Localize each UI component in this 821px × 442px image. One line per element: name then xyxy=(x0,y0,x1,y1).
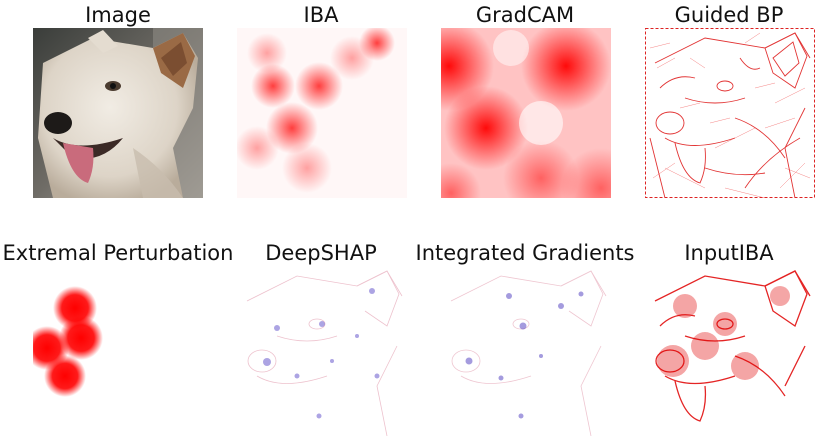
panel-title-iba: IBA xyxy=(303,3,339,27)
integrated-gradients-panel xyxy=(441,266,611,436)
panel-title-guided-bp: Guided BP xyxy=(674,3,784,27)
panel-title-inputiba: InputIBA xyxy=(684,241,774,265)
deepshap-panel xyxy=(237,266,407,436)
iba-panel xyxy=(237,28,407,198)
extremal-panel xyxy=(33,266,203,436)
panel-title-integrated-gradients: Integrated Gradients xyxy=(415,241,635,265)
guided-bp-panel xyxy=(645,28,815,198)
image-panel xyxy=(33,28,203,198)
inputiba-panel xyxy=(645,266,815,436)
panel-title-extremal: Extremal Perturbation xyxy=(2,241,234,265)
panel-title-gradcam: GradCAM xyxy=(475,3,575,27)
panel-title-image: Image xyxy=(85,3,151,27)
panel-title-deepshap: DeepSHAP xyxy=(265,241,377,265)
gradcam-panel xyxy=(441,28,611,198)
